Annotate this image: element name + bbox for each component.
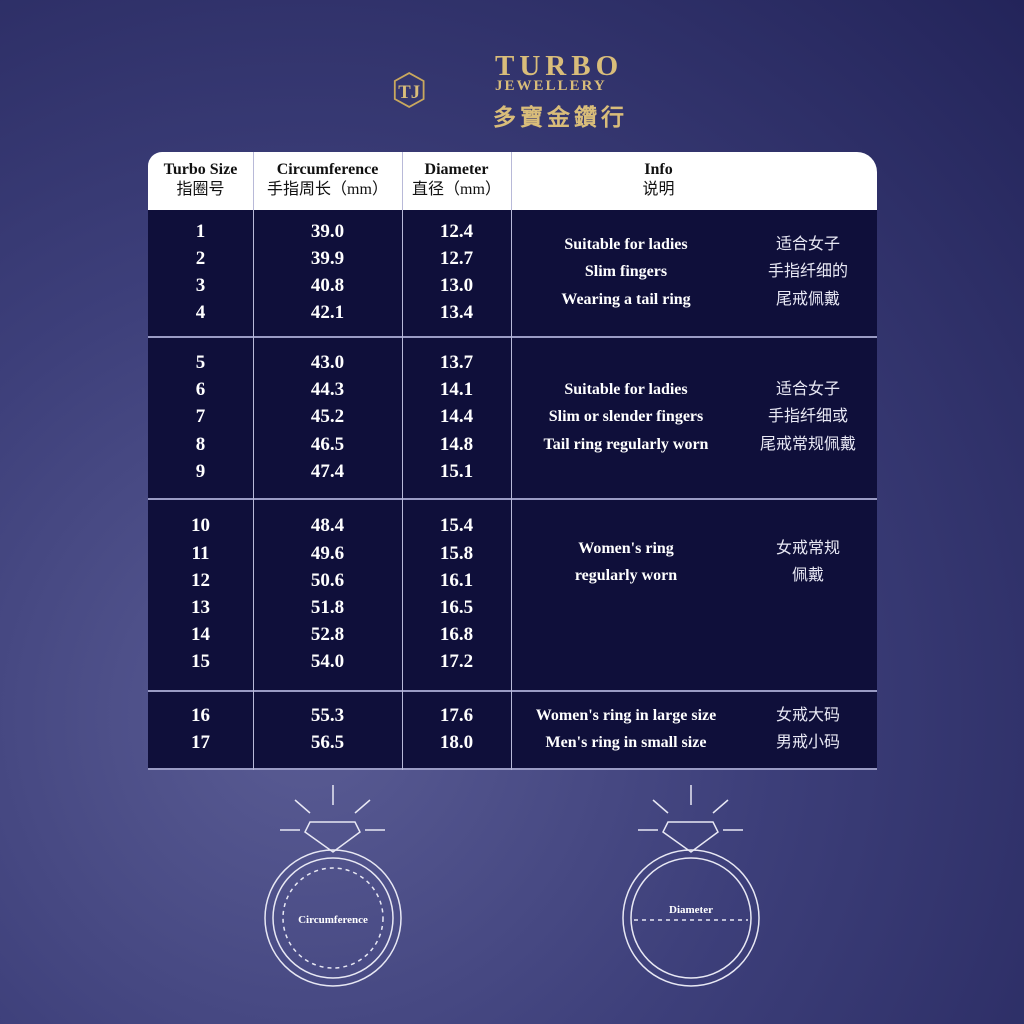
info-english: Suitable for ladies Slim fingers Wearing… [561,235,691,308]
info-english: Women's ring in large size Men's ring in… [535,706,717,752]
size-group: 10 11 12 13 14 15 48.4 49.6 50.6 51.8 52.… [148,500,877,692]
size-group: 1 2 3 4 39.0 39.9 40.8 42.1 12.4 12.7 13.0… [148,210,877,338]
circumference-values: 39.0 39.9 40.8 42.1 [310,220,345,324]
info-chinese: 适合女子 手指纤细的 尾戒佩戴 [767,235,848,308]
brand-name: TURBO [495,50,624,82]
size-values: 16 17 [191,704,210,753]
size-group: 16 17 55.3 56.5 17.6 18.0 Women's ring in l… [148,692,877,770]
header-diameter: Diameter 直径（mm） [412,161,501,198]
brand-subtitle: JEWELLERY [495,78,607,94]
diameter-label: Diameter [669,904,713,916]
circumference-values: 43.0 44.3 45.2 46.5 47.4 [310,352,345,482]
size-group: 5 6 7 8 9 43.0 44.3 45.2 46.5 47.4 13.7 14… [148,338,877,500]
info-english: Women's ring regularly worn [574,539,678,585]
header-info: Info 说明 [642,161,675,198]
svg-text:TJ: TJ [398,82,420,103]
table-header: Turbo Size 指圈号 Circumference 手指周长（mm） Diam… [148,152,877,210]
divider [402,152,403,770]
info-chinese: 适合女子 手指纤细或 尾戒常规佩戴 [759,380,856,453]
diameter-values: 15.4 15.8 16.1 16.5 16.8 17.2 [439,515,474,673]
circumference-values: 48.4 49.6 50.6 51.8 52.8 54.0 [310,515,345,673]
circumference-label: Circumference [298,914,368,926]
info-chinese: 女戒常规 佩戴 [775,539,840,585]
header-size: Turbo Size 指圈号 [163,161,238,198]
size-values: 1 2 3 4 [195,220,206,324]
size-values: 5 6 7 8 9 [195,352,206,482]
header-circumference: Circumference 手指周长（mm） [267,161,388,198]
info-english: Suitable for ladies Slim or slender fing… [543,380,709,453]
size-values: 10 11 12 13 14 15 [191,515,210,673]
diameter-values: 13.7 14.1 14.4 14.8 15.1 [439,352,474,482]
brand-logo: TJ [393,72,425,108]
diameter-values: 17.6 18.0 [439,704,474,753]
diameter-diagram: Diameter [622,785,760,987]
divider [511,152,512,770]
divider [253,152,254,770]
brand-chinese: 多寶金鑽行 [493,105,628,130]
circumference-diagram: Circumference [264,785,402,987]
diameter-values: 12.4 12.7 13.0 13.4 [439,220,474,324]
info-chinese: 女戒大码 男戒小码 [775,706,840,752]
circumference-values: 55.3 56.5 [310,704,345,753]
ring-size-table: Turbo Size 指圈号 Circumference 手指周长（mm） Diam… [148,152,877,770]
